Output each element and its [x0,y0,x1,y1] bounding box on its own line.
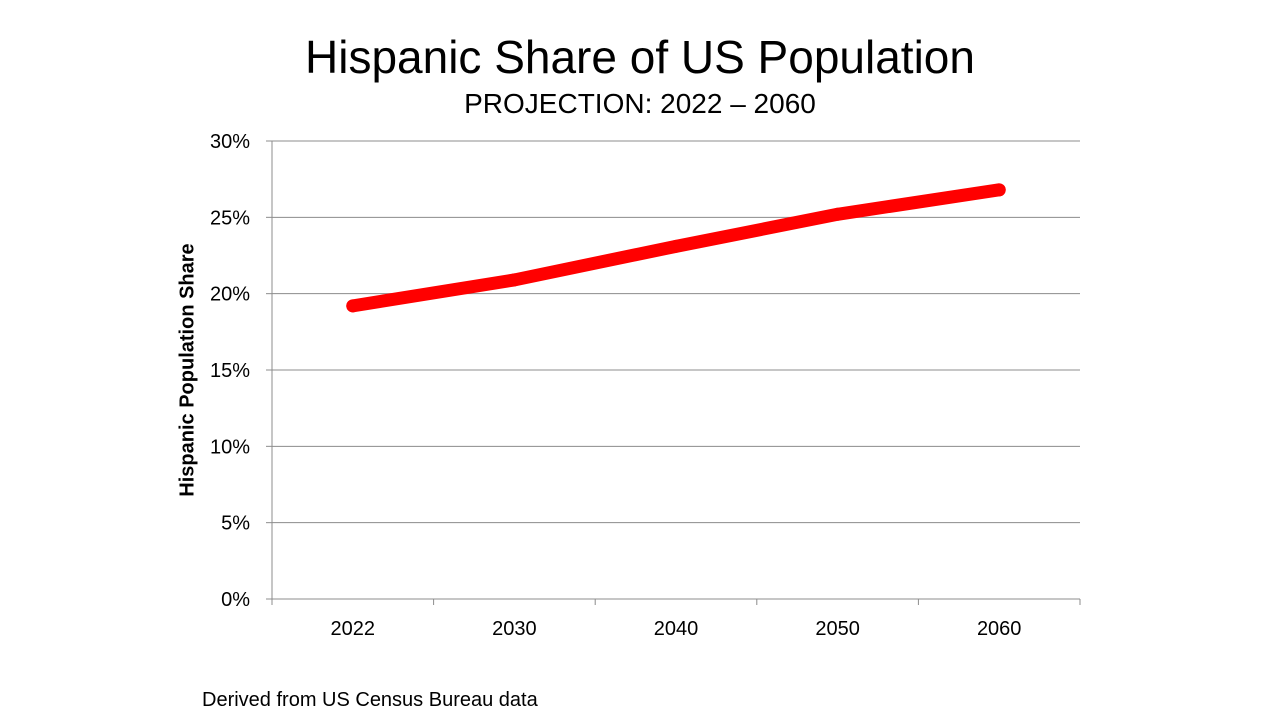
y-tick-label: 25% [210,207,250,229]
axes [266,140,1081,605]
x-tick-label: 2060 [977,618,1022,640]
y-tick-label: 15% [210,360,250,382]
y-tick-label: 20% [210,284,250,306]
y-tick-label: 5% [221,513,250,535]
x-tick-label: 2050 [815,618,860,640]
x-tick-label: 2040 [654,618,699,640]
tick-labels: 0% 5% 10% 15% 20% 25% 30% 2022 2030 2040 2050 2060 [210,131,1021,640]
chart-title: Hispanic Share of US Population [305,31,975,83]
x-tick-label: 2030 [492,618,537,640]
series-layer [346,183,1006,313]
y-tick-label: 30% [210,131,250,153]
x-tick-label: 2022 [331,618,376,640]
data-point-2040 [669,239,683,253]
data-point-2030 [507,273,521,287]
data-point-2050 [831,207,845,221]
chart-subtitle: PROJECTION: 2022 – 2060 [464,88,816,119]
data-point-2060 [992,183,1006,197]
y-tick-label: 0% [221,589,250,611]
source-note: Derived from US Census Bureau data [202,689,538,711]
y-tick-label: 10% [210,436,250,458]
gridlines [272,140,1080,524]
data-point-2022 [346,299,360,313]
